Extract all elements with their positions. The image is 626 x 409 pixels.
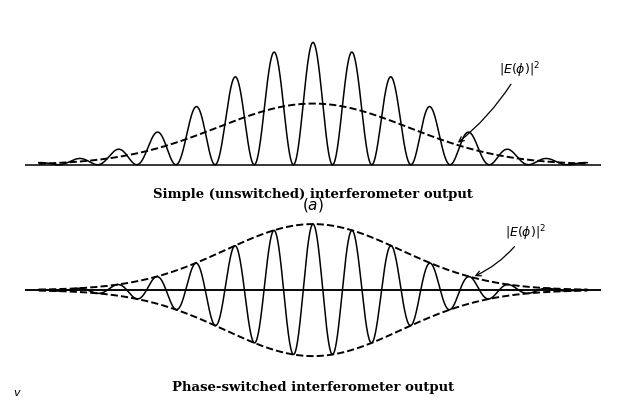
Text: $\left|E(\phi)\right|^2$: $\left|E(\phi)\right|^2$: [476, 222, 546, 276]
Text: $\left|E(\phi)\right|^2$: $\left|E(\phi)\right|^2$: [459, 61, 540, 142]
Text: Simple (unswitched) interferometer output: Simple (unswitched) interferometer outpu…: [153, 187, 473, 200]
Text: $\mathit{(a)}$: $\mathit{(a)}$: [302, 196, 324, 213]
Text: Phase-switched interferometer output: Phase-switched interferometer output: [172, 380, 454, 393]
Text: $\mathit{v}$: $\mathit{v}$: [13, 387, 21, 397]
